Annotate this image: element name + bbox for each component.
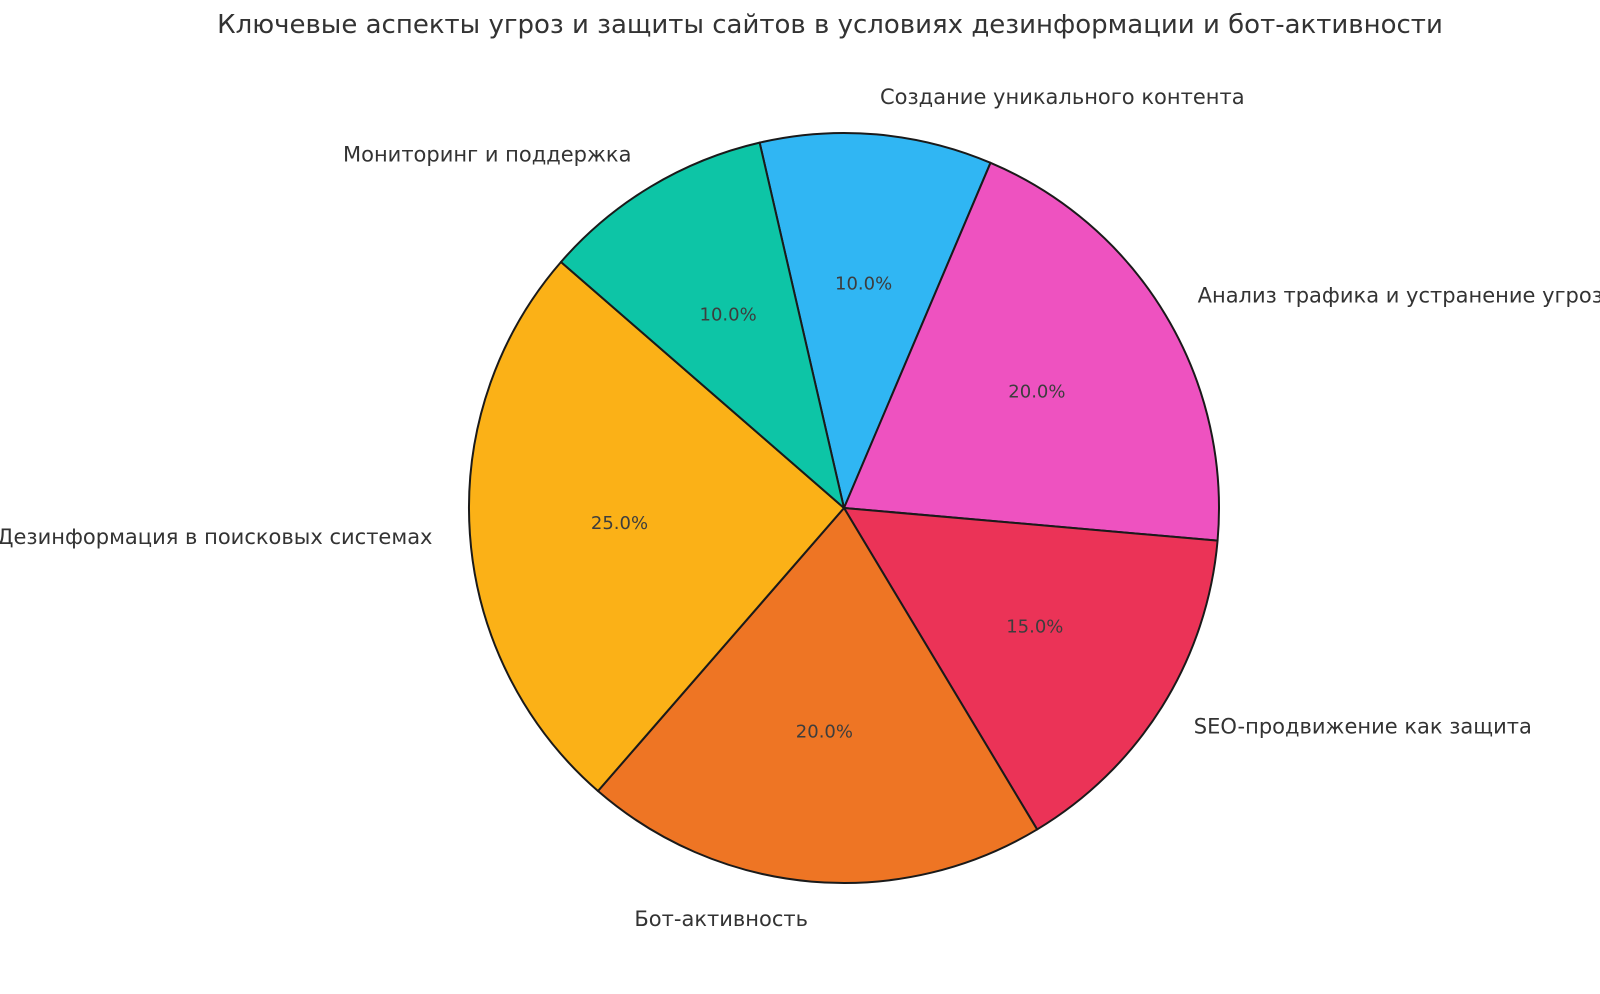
slice-label: Дезинформация в поисковых системах <box>0 525 433 549</box>
slice-percent-label: 20.0% <box>1008 382 1065 403</box>
slice-label: Анализ трафика и устранение угроз <box>1198 284 1600 308</box>
pie-slice-1 <box>843 161 1220 542</box>
pie-slice-5 <box>559 141 845 509</box>
pie-slice-0 <box>758 132 992 509</box>
pie-slice-2 <box>843 507 1219 831</box>
chart-title: Ключевые аспекты угроз и защиты сайтов в… <box>217 10 1443 40</box>
slice-label: Бот-активность <box>634 907 808 931</box>
slice-label: Создание уникального контента <box>880 85 1245 109</box>
slice-percent-label: 10.0% <box>835 273 892 294</box>
slice-label: Мониторинг и поддержка <box>343 142 632 166</box>
slice-percent-label: 15.0% <box>1006 617 1063 638</box>
slice-label: SEO-продвижение как защита <box>1194 715 1532 739</box>
slice-percent-label: 20.0% <box>796 722 853 743</box>
slice-percent-label: 10.0% <box>700 305 757 326</box>
pie-slice-3 <box>596 507 1039 884</box>
slice-percent-label: 25.0% <box>591 513 648 534</box>
pie-slice-4 <box>468 260 845 793</box>
